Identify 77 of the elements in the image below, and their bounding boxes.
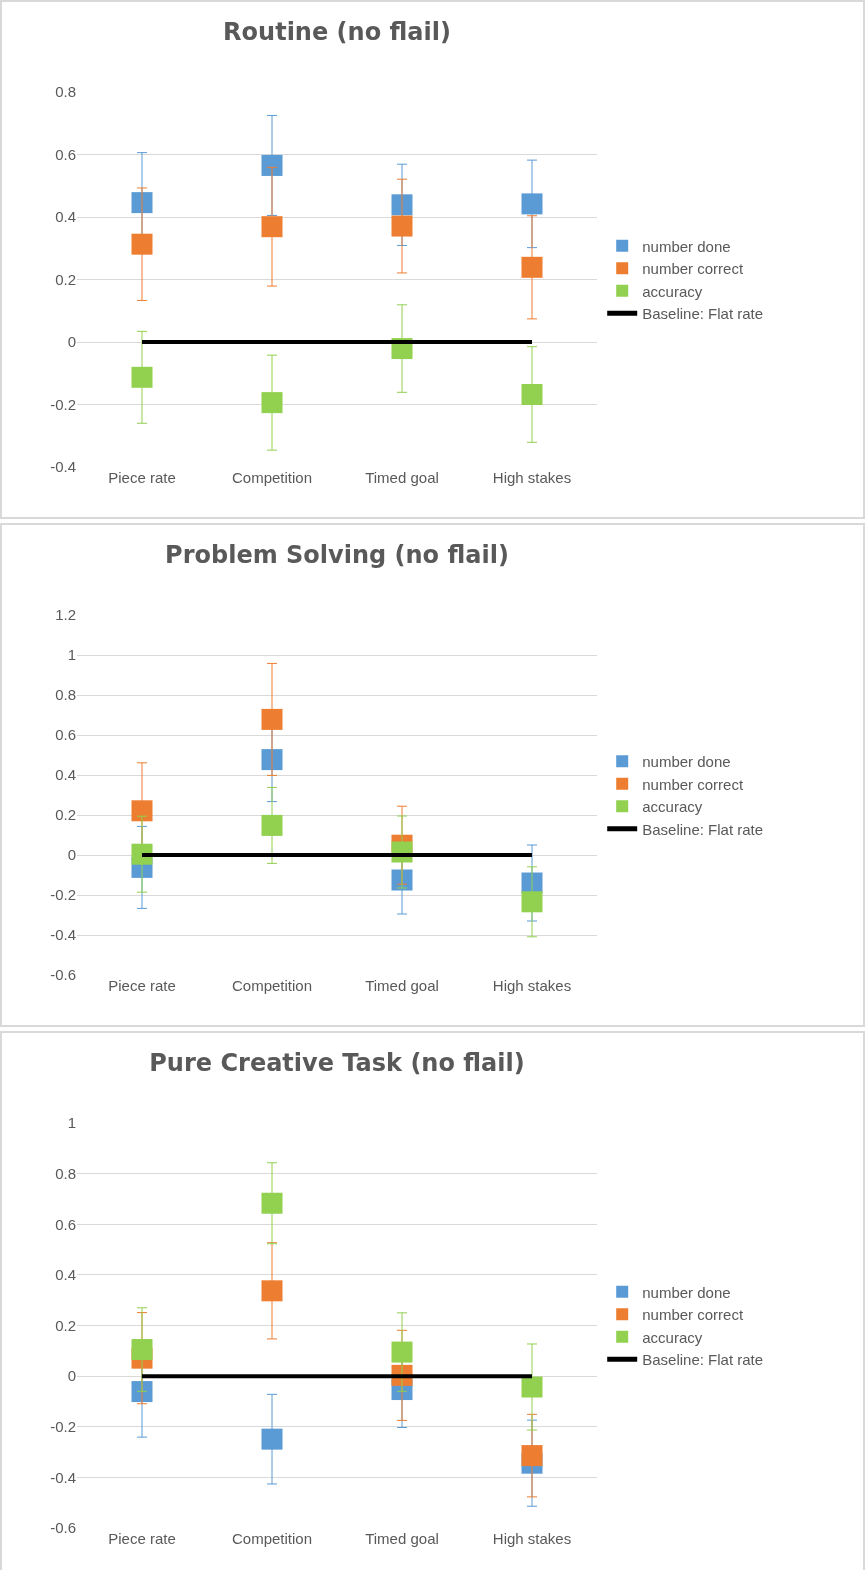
y-tick-label: 0.2 <box>55 270 76 288</box>
y-tick-label: 1 <box>67 646 76 664</box>
point <box>131 800 153 822</box>
point <box>261 814 283 836</box>
x-tick-label: High stakes <box>492 977 572 994</box>
point <box>261 749 283 771</box>
x-tick-label: High stakes <box>492 1530 572 1547</box>
x-tick-label: Competition <box>231 469 313 486</box>
x-tick-label: Piece rate <box>108 469 176 486</box>
point <box>391 194 413 216</box>
point <box>131 1339 153 1361</box>
point <box>131 192 153 214</box>
point <box>131 843 153 865</box>
point <box>261 392 283 414</box>
legend-label: number correct <box>642 1306 744 1324</box>
y-tick-label: 0.4 <box>55 1266 76 1284</box>
y-tick-label: 0.6 <box>55 1215 76 1233</box>
chart-title: Problem Solving (no flail) <box>165 541 509 570</box>
y-tick-label: 1.2 <box>55 606 76 624</box>
y-tick-label: -0.2 <box>50 395 76 413</box>
legend-label: accuracy <box>642 282 703 300</box>
point <box>521 1445 543 1467</box>
x-tick-label: Competition <box>231 1530 313 1547</box>
y-tick-label: 0.8 <box>55 1164 76 1182</box>
point <box>521 1376 543 1398</box>
point <box>131 366 153 388</box>
legend-label: Baseline: Flat rate <box>642 305 764 323</box>
legend-label: accuracy <box>642 1328 703 1346</box>
point <box>261 708 283 730</box>
y-tick-label: 0.4 <box>55 208 76 226</box>
x-tick-label: Timed goal <box>365 469 439 486</box>
x-tick-label: Competition <box>231 977 313 994</box>
x-tick-label: Piece rate <box>108 1530 176 1547</box>
y-tick-label: 0.2 <box>55 806 76 824</box>
x-tick-label: High stakes <box>492 469 572 486</box>
legend-label: number done <box>642 237 731 255</box>
point <box>521 256 543 278</box>
y-tick-label: 1 <box>67 1114 76 1132</box>
y-tick-label: 0.2 <box>55 1316 76 1334</box>
y-tick-label: -0.6 <box>50 966 76 984</box>
point <box>521 891 543 913</box>
y-tick-label: -0.2 <box>50 886 76 904</box>
y-tick-label: 0.8 <box>55 83 76 101</box>
chart-title: Routine (no flail) <box>223 18 451 47</box>
x-tick-label: Piece rate <box>108 977 176 994</box>
y-tick-label: 0.8 <box>55 686 76 704</box>
legend-label: accuracy <box>642 798 703 816</box>
point <box>261 154 283 176</box>
legend-label: number correct <box>642 775 744 793</box>
legend-label: number correct <box>642 260 744 278</box>
x-tick-label: Timed goal <box>365 1530 439 1547</box>
point <box>391 215 413 237</box>
legend-label: Baseline: Flat rate <box>642 1351 764 1369</box>
y-tick-label: 0.4 <box>55 766 76 784</box>
y-tick-label: -0.6 <box>50 1519 76 1537</box>
point <box>131 233 153 255</box>
y-tick-label: 0.6 <box>55 145 76 163</box>
y-tick-label: -0.2 <box>50 1418 76 1435</box>
legend-label: number done <box>642 753 731 771</box>
x-tick-label: Timed goal <box>365 977 439 994</box>
point <box>391 1341 413 1363</box>
y-tick-label: 0 <box>67 1367 76 1385</box>
y-tick-label: -0.4 <box>50 926 76 944</box>
y-tick-label: 0 <box>67 333 76 351</box>
y-tick-label: -0.4 <box>50 1468 76 1486</box>
y-tick-label: 0 <box>67 846 76 864</box>
y-tick-label: -0.4 <box>50 458 76 476</box>
legend-label: number done <box>642 1283 731 1301</box>
y-tick-label: 0.6 <box>55 726 76 744</box>
point <box>261 216 283 238</box>
point <box>521 193 543 215</box>
point <box>521 384 543 405</box>
point <box>261 1280 283 1302</box>
legend-label: Baseline: Flat rate <box>642 820 764 838</box>
point <box>261 1428 283 1450</box>
point <box>261 1192 283 1214</box>
chart-title: Pure Creative Task (no flail) <box>149 1049 525 1078</box>
